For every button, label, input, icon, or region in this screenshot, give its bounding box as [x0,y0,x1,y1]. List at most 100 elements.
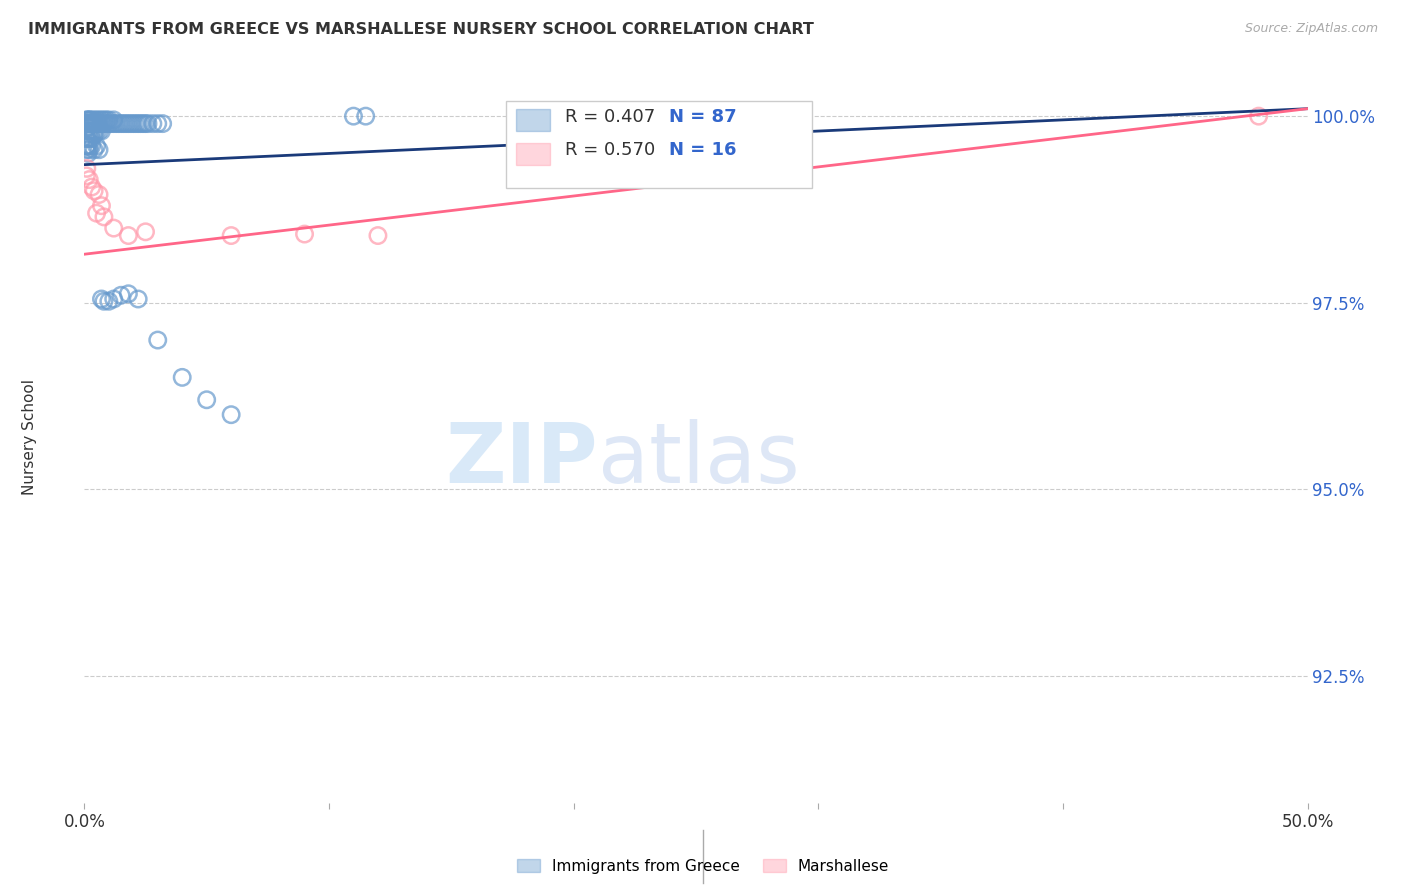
Point [75,169,97,183]
Point [87,187,110,202]
Point [117,286,139,301]
Text: N = 16: N = 16 [669,141,737,160]
Point [96,117,118,131]
Text: IMMIGRANTS FROM GREECE VS MARSHALLESE NURSERY SCHOOL CORRELATION CHART: IMMIGRANTS FROM GREECE VS MARSHALLESE NU… [28,22,814,37]
Point [83,112,105,127]
Text: Nursery School: Nursery School [22,379,37,495]
Point [77,112,100,127]
FancyBboxPatch shape [506,101,813,188]
Point [105,117,128,131]
Point [76,143,98,157]
Point [96,112,118,127]
Text: R = 0.407: R = 0.407 [565,108,655,126]
Point [117,228,139,243]
Point [80,117,103,131]
Point [142,117,165,131]
Point [110,117,132,131]
Point [77,143,100,157]
Point [152,117,174,131]
Point [76,117,98,131]
FancyBboxPatch shape [516,143,550,165]
Point [87,124,110,138]
Point [103,117,125,131]
Point [76,112,98,127]
Point [125,117,148,131]
Text: N = 87: N = 87 [669,108,737,126]
Point [294,227,316,241]
Point [83,117,105,131]
Point [76,139,98,153]
Point [80,124,103,138]
Point [129,117,152,131]
Point [146,333,169,347]
Point [135,225,157,239]
Text: atlas: atlas [598,418,800,500]
Point [82,117,104,131]
Point [77,120,100,135]
Point [103,112,125,127]
Point [87,112,110,127]
Point [97,294,120,309]
Point [86,117,108,131]
Point [83,184,105,198]
Point [97,117,120,131]
Point [1247,109,1270,123]
Point [122,117,145,131]
Point [87,117,110,131]
Point [86,206,108,220]
Point [117,117,139,131]
Point [76,139,98,153]
Point [77,120,100,135]
Point [172,370,194,384]
Point [110,288,132,302]
Point [80,139,103,153]
Point [90,112,112,127]
Point [77,146,100,161]
Point [76,139,98,153]
Text: Source: ZipAtlas.com: Source: ZipAtlas.com [1244,22,1378,36]
Point [90,124,112,138]
Point [146,117,169,131]
Point [75,131,97,145]
Point [84,117,107,131]
Point [90,117,112,131]
Point [76,112,98,127]
Point [76,139,98,153]
Point [135,117,157,131]
Point [76,131,98,145]
Point [80,117,103,131]
Point [97,112,120,127]
Point [103,292,125,306]
Point [127,292,149,306]
Point [79,112,101,127]
Point [90,292,112,306]
FancyBboxPatch shape [516,110,550,131]
Point [86,112,108,127]
Point [75,117,97,131]
Point [83,143,105,157]
Point [77,131,100,145]
Point [80,112,103,127]
Point [127,117,149,131]
Point [342,109,364,123]
Point [77,124,100,138]
Point [86,139,108,153]
Point [77,172,100,186]
Point [86,124,108,138]
Point [80,180,103,194]
Point [93,210,115,224]
Point [136,117,159,131]
Point [83,124,105,138]
Point [354,109,377,123]
Point [77,117,100,131]
Point [120,117,142,131]
Point [79,117,101,131]
Point [195,392,218,407]
Point [77,139,100,153]
Point [115,117,138,131]
Point [87,143,110,157]
Point [103,221,125,235]
Text: R = 0.570: R = 0.570 [565,141,655,160]
Point [76,161,98,176]
Point [219,228,242,243]
